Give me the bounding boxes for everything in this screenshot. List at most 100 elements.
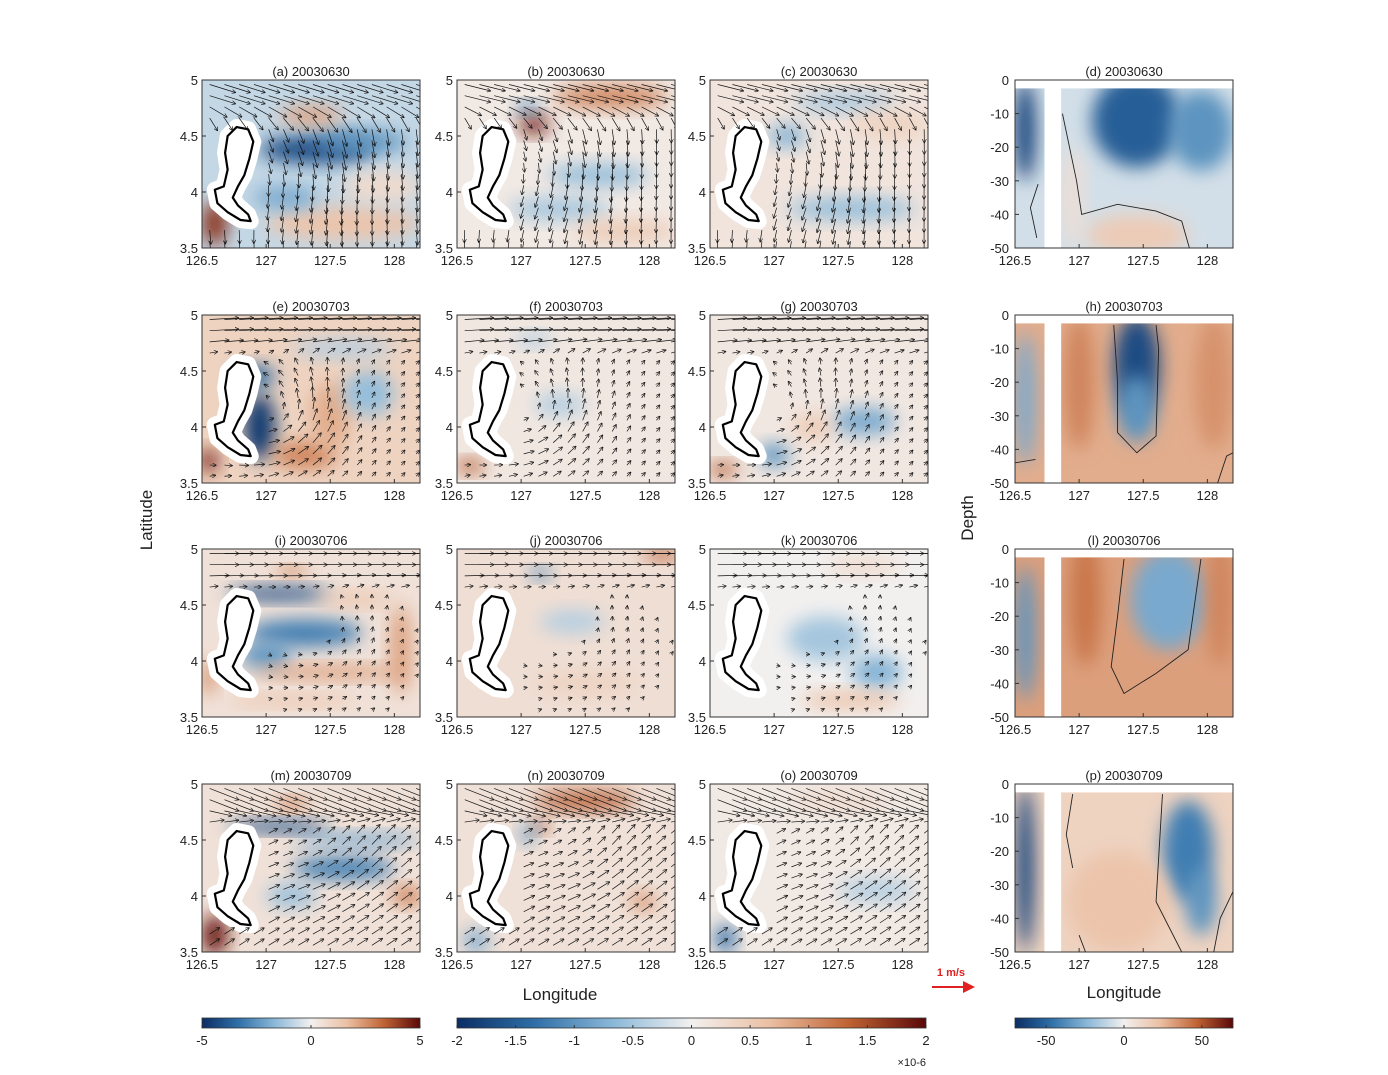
panel-title: (l) 20030706 [1088,533,1161,548]
x-tick-label: 127.5 [314,488,347,503]
field [202,80,442,256]
y-tick-label: -40 [990,911,1009,926]
x-tick-label: 127.5 [1127,957,1160,972]
field-feature [198,449,219,471]
y-tick-label: 3.5 [435,241,453,256]
colorbar-tick-label: 5 [416,1033,423,1048]
x-tick-label: 127.5 [569,957,602,972]
panel-title: (b) 20030630 [527,64,604,79]
y-tick-label: -50 [990,710,1009,725]
field-feature [1130,549,1207,650]
x-tick-label: 127.5 [569,253,602,268]
y-tick-label: -10 [990,811,1009,826]
y-tick-label: 4 [446,185,453,200]
field-feature [463,930,489,952]
x-tick-label: 128 [384,253,406,268]
y-tick-label: 4.5 [435,833,453,848]
field-feature [454,459,485,472]
colorbar-tick-label: -1 [568,1033,580,1048]
panel-title: (p) 20030709 [1085,768,1162,783]
y-tick-label: 5 [191,308,198,323]
land-mask [1044,315,1061,483]
field-feature [391,605,412,695]
field-feature [1016,784,1034,952]
field-feature [1195,315,1233,449]
x-tick-label: 128 [384,957,406,972]
y-tick-label: -30 [990,643,1009,658]
y-tick-label: 3.5 [688,241,706,256]
panel-title: (k) 20030706 [781,533,858,548]
y-tick-label: 3.5 [435,476,453,491]
y-tick-label: 4 [191,185,198,200]
field-feature [533,821,548,832]
y-tick-label: -50 [990,241,1009,256]
y-tick-label: -20 [990,844,1009,859]
field-feature [787,198,915,220]
y-tick-label: 4.5 [180,129,198,144]
y-tick-label: -20 [990,375,1009,390]
panel-title: (e) 20030703 [272,299,349,314]
x-tick-label: 127 [510,488,532,503]
y-tick-label: -10 [990,342,1009,357]
y-tick-label: 5 [446,542,453,557]
y-tick-label: -30 [990,409,1009,424]
x-tick-label: 127.5 [569,722,602,737]
field-feature [832,408,896,435]
y-tick-label: -40 [990,442,1009,457]
x-tick-label: 128 [384,722,406,737]
vector-reference-label: 1 m/s [937,967,965,979]
field [710,80,950,255]
panel-title: (c) 20030630 [781,64,858,79]
field [707,315,953,483]
y-tick-label: 4.5 [688,364,706,379]
y-tick-label: 0 [1002,777,1009,792]
field [710,549,953,717]
field-feature [515,333,553,346]
x-tick-label: 127 [1068,488,1090,503]
x-tick-label: 127.5 [314,957,347,972]
field-feature [1015,80,1036,181]
field-feature [276,567,307,576]
x-tick-label: 127.5 [1127,253,1160,268]
y-tick-label: -20 [990,140,1009,155]
x-tick-label: 127.5 [822,253,855,268]
x-tick-label: 127 [1068,253,1090,268]
field [710,784,953,952]
y-tick-label: 5 [699,73,706,88]
y-tick-label: 4 [446,889,453,904]
x-tick-label: 128 [1197,488,1219,503]
y-tick-label: 5 [699,308,706,323]
y-tick-label: 4.5 [688,129,706,144]
y-tick-label: -10 [990,576,1009,591]
x-tick-label: 128 [384,488,406,503]
y-tick-label: -50 [990,945,1009,960]
y-axis-label-depth: Depth [958,495,977,540]
field-feature [768,125,806,147]
field-feature [534,393,585,415]
y-tick-label: 0 [1002,308,1009,323]
colorbar-tick-label: 0 [688,1033,695,1048]
field-feature [540,611,604,633]
y-tick-label: 5 [446,777,453,792]
land-mask [1044,784,1061,952]
y-tick-label: 5 [191,542,198,557]
x-tick-label: 127 [763,253,785,268]
field-feature [1118,375,1156,442]
y-tick-label: 4 [446,420,453,435]
x-tick-label: 127 [1068,722,1090,737]
field-feature [1169,90,1233,171]
y-tick-label: 4 [191,889,198,904]
field [1015,73,1233,254]
x-tick-label: 127 [763,722,785,737]
x-tick-label: 128 [639,957,661,972]
y-tick-label: 4.5 [435,598,453,613]
x-tick-label: 127 [763,957,785,972]
